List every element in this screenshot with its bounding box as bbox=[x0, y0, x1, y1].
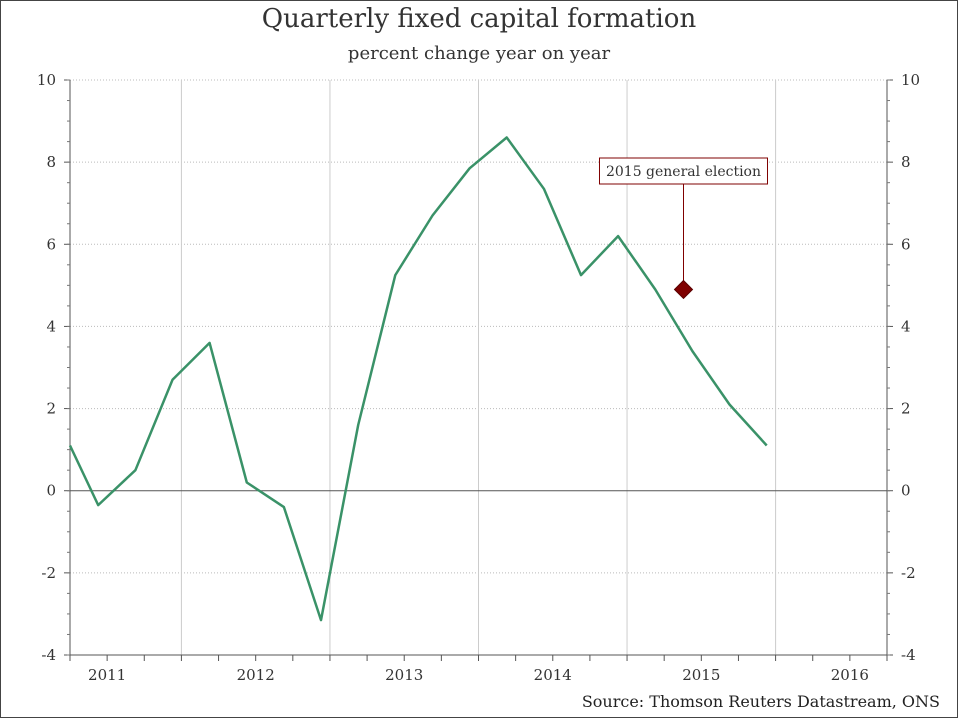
x-tick-label: 2015 bbox=[682, 666, 720, 684]
x-tick-label: 2011 bbox=[88, 666, 126, 684]
y-tick-label-left: 8 bbox=[46, 153, 56, 171]
x-tick-label: 2013 bbox=[385, 666, 423, 684]
series-line bbox=[68, 136, 768, 622]
y-tick-label-right: 10 bbox=[901, 71, 920, 89]
y-tick-label-right: -4 bbox=[901, 646, 916, 664]
y-tick-label-right: 6 bbox=[901, 235, 911, 253]
x-tick-label: 2016 bbox=[831, 666, 869, 684]
chart-source: Source: Thomson Reuters Datastream, ONS bbox=[581, 692, 940, 711]
y-tick-label-left: -4 bbox=[41, 646, 56, 664]
x-tick-label: 2014 bbox=[534, 666, 572, 684]
chart-subtitle: percent change year on year bbox=[347, 43, 611, 64]
y-tick-label-left: -2 bbox=[41, 564, 56, 582]
chart-title: Quarterly fixed capital formation bbox=[261, 4, 697, 34]
y-tick-label-right: 4 bbox=[901, 317, 911, 335]
y-tick-label-right: 8 bbox=[901, 153, 911, 171]
annotation-label: 2015 general election bbox=[606, 164, 761, 180]
annotation-marker bbox=[673, 279, 694, 300]
y-tick-label-left: 10 bbox=[37, 71, 56, 89]
y-tick-label-right: -2 bbox=[901, 564, 916, 582]
y-tick-label-right: 2 bbox=[901, 400, 911, 418]
y-tick-label-left: 2 bbox=[46, 400, 56, 418]
annotation-box bbox=[598, 157, 768, 185]
y-tick-label-left: 4 bbox=[46, 317, 56, 335]
y-tick-label-right: 0 bbox=[901, 482, 911, 500]
y-tick-label-left: 6 bbox=[46, 235, 56, 253]
y-tick-label-left: 0 bbox=[46, 482, 56, 500]
x-tick-label: 2012 bbox=[237, 666, 275, 684]
